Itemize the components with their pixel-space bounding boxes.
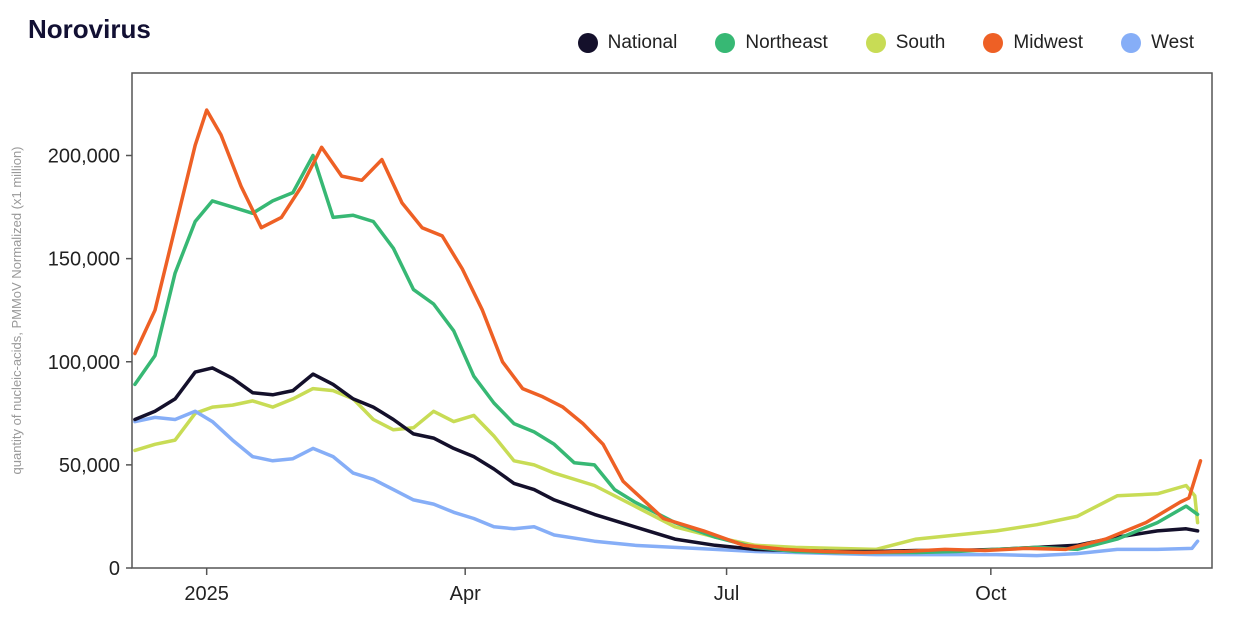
series-line-midwest xyxy=(133,108,1203,555)
series-line-south xyxy=(133,386,1200,552)
series-line-west xyxy=(133,409,1200,558)
legend-swatch-national xyxy=(577,33,598,53)
y-tick-label: 50,000 xyxy=(59,455,120,477)
legend-label-northeast: Northeast xyxy=(745,32,828,53)
y-tick-label: 100,000 xyxy=(48,352,120,374)
series-line-northeast xyxy=(133,153,1200,555)
legend-label-midwest: Midwest xyxy=(1013,32,1084,53)
y-tick-label: 150,000 xyxy=(48,249,120,271)
y-axis-label: quantity of nucleic-acids, PMMoV Normali… xyxy=(9,146,24,474)
y-tick-label: 200,000 xyxy=(48,146,120,168)
x-tick-label: Jul xyxy=(714,583,740,605)
legend-item-national[interactable]: National xyxy=(577,32,678,54)
legend-swatch-west xyxy=(1121,33,1142,53)
legend-label-west: West xyxy=(1151,32,1194,53)
legend-swatch-northeast xyxy=(715,33,736,53)
legend-swatch-south xyxy=(865,33,886,53)
legend-item-midwest[interactable]: Midwest xyxy=(983,32,1083,54)
y-tick-label: 0 xyxy=(109,558,120,580)
legend-label-national: National xyxy=(607,32,678,53)
chart-title: Norovirus xyxy=(28,14,151,44)
legend-label-south: South xyxy=(895,32,946,53)
plot-area-frame xyxy=(131,72,1213,569)
legend: National Northeast South Midwest West xyxy=(577,32,1194,54)
x-tick-label: Apr xyxy=(450,583,481,605)
legend-item-west[interactable]: West xyxy=(1121,32,1194,54)
x-tick-label: 2025 xyxy=(184,583,229,605)
legend-item-northeast[interactable]: Northeast xyxy=(715,32,828,54)
legend-item-south[interactable]: South xyxy=(865,32,946,54)
x-tick-label: Oct xyxy=(975,583,1007,605)
legend-swatch-midwest xyxy=(983,33,1004,53)
